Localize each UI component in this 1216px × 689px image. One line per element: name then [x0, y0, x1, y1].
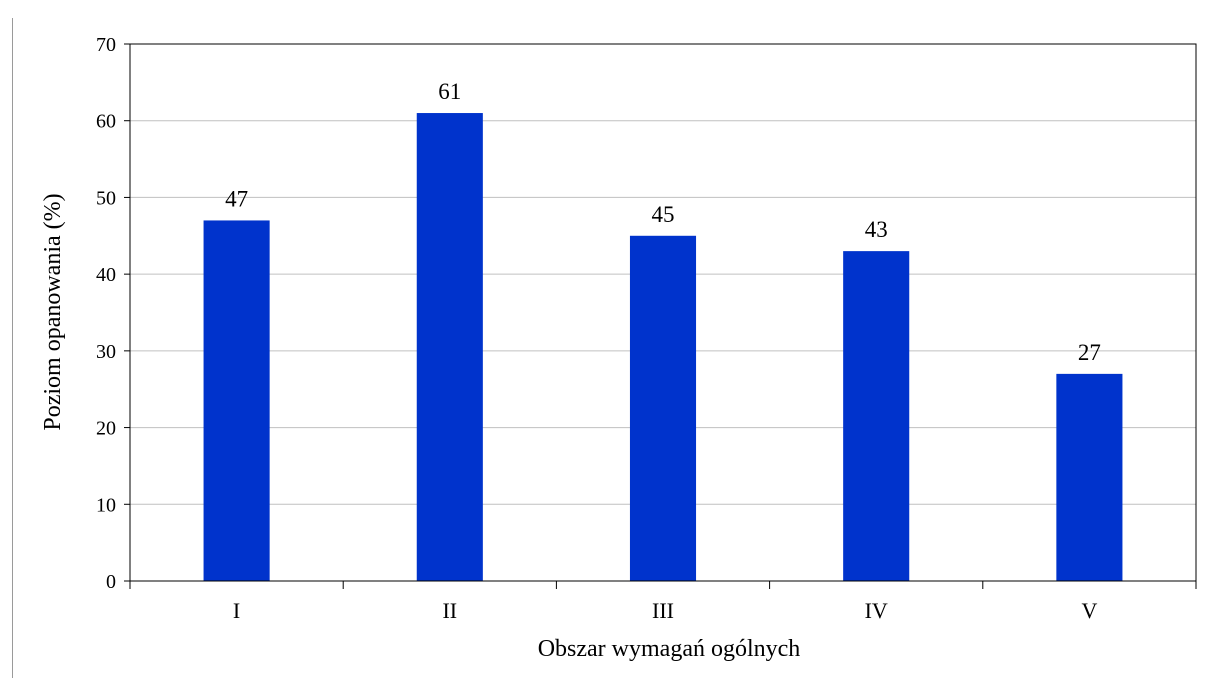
data-label: 61: [438, 79, 461, 104]
data-label: 43: [865, 217, 888, 242]
y-tick-label: 30: [96, 341, 116, 363]
bar-I: [203, 220, 270, 581]
axes: [124, 43, 1197, 589]
y-tick-label: 70: [96, 34, 116, 56]
bar-IV: [843, 251, 910, 581]
y-tick-label: 60: [96, 111, 116, 133]
x-tick-label: I: [233, 598, 240, 623]
y-tick-label: 0: [106, 571, 116, 593]
data-label: 27: [1078, 340, 1101, 365]
x-tick-labels: I II III IV V: [233, 598, 1098, 623]
bar-III: [629, 235, 697, 582]
y-tick-label: 40: [96, 264, 116, 286]
bar-II: [416, 113, 483, 582]
frame-border-line: [12, 18, 13, 678]
data-labels: 47 61 45 43 27: [225, 79, 1101, 365]
data-label: 45: [652, 202, 675, 227]
x-tick-label: III: [652, 598, 674, 623]
y-tick-label: 10: [96, 494, 116, 516]
data-label: 47: [225, 186, 248, 211]
x-tick-label: II: [442, 598, 457, 623]
x-tick-label: V: [1081, 598, 1097, 623]
bar-V: [1056, 373, 1123, 581]
y-axis-title: Poziom opanowania (%): [40, 193, 66, 430]
y-tick-labels: 0 10 20 30 40 50 60 70: [96, 34, 116, 593]
x-axis-title: Obszar wymagań ogólnych: [538, 636, 801, 662]
x-tick-label: IV: [865, 598, 888, 623]
y-tick-label: 20: [96, 418, 116, 440]
bars: [203, 113, 1123, 582]
y-tick-label: 50: [96, 187, 116, 209]
